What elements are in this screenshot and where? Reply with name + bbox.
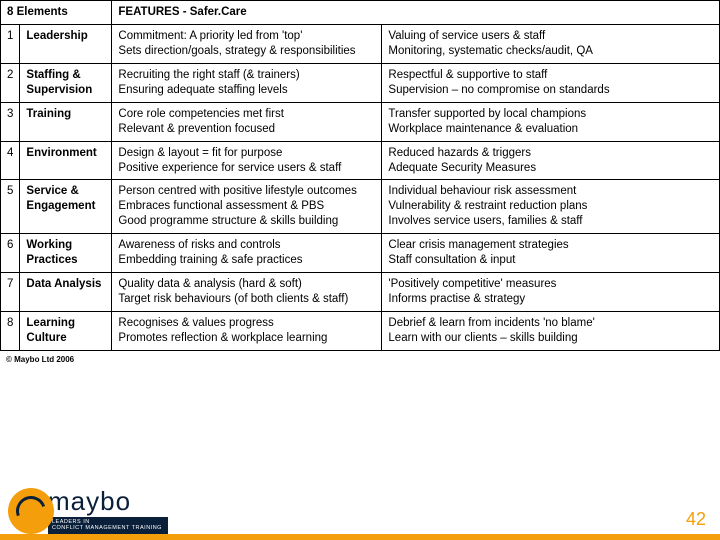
- feature-col-1: Quality data & analysis (hard & soft)Tar…: [112, 273, 382, 312]
- element-name: Training: [20, 102, 112, 141]
- elements-table: 8 Elements FEATURES - Safer.Care 1Leader…: [0, 0, 720, 351]
- feature-col-1: Commitment: A priority led from 'top'Set…: [112, 24, 382, 63]
- feature-col-1: Person centred with positive lifestyle o…: [112, 180, 382, 234]
- copyright-text: © Maybo Ltd 2006: [0, 351, 720, 368]
- feature-col-1: Recognises & values progressPromotes ref…: [112, 312, 382, 351]
- element-name: Learning Culture: [20, 312, 112, 351]
- feature-col-1: Recruiting the right staff (& trainers)E…: [112, 63, 382, 102]
- table-row: 2Staffing & SupervisionRecruiting the ri…: [1, 63, 720, 102]
- element-name: Working Practices: [20, 234, 112, 273]
- logo-text: maybo: [48, 486, 168, 517]
- table-row: 8Learning CultureRecognises & values pro…: [1, 312, 720, 351]
- table-row: 5Service & EngagementPerson centred with…: [1, 180, 720, 234]
- feature-col-1: Awareness of risks and controlsEmbedding…: [112, 234, 382, 273]
- logo-icon: [8, 488, 54, 534]
- table-row: 3TrainingCore role competencies met firs…: [1, 102, 720, 141]
- feature-col-2: Reduced hazards & triggersAdequate Secur…: [382, 141, 720, 180]
- table-row: 1LeadershipCommitment: A priority led fr…: [1, 24, 720, 63]
- row-number: 5: [1, 180, 20, 234]
- element-name: Service & Engagement: [20, 180, 112, 234]
- row-number: 4: [1, 141, 20, 180]
- row-number: 7: [1, 273, 20, 312]
- feature-col-2: 'Positively competitive' measuresInforms…: [382, 273, 720, 312]
- feature-col-1: Core role competencies met firstRelevant…: [112, 102, 382, 141]
- row-number: 3: [1, 102, 20, 141]
- row-number: 1: [1, 24, 20, 63]
- element-name: Environment: [20, 141, 112, 180]
- element-name: Leadership: [20, 24, 112, 63]
- feature-col-2: Debrief & learn from incidents 'no blame…: [382, 312, 720, 351]
- logo-tagline: LEADERS INCONFLICT MANAGEMENT TRAINING: [48, 517, 168, 534]
- feature-col-2: Individual behaviour risk assessmentVuln…: [382, 180, 720, 234]
- page-number: 42: [686, 509, 706, 530]
- table-row: 6Working PracticesAwareness of risks and…: [1, 234, 720, 273]
- feature-col-1: Design & layout = fit for purposePositiv…: [112, 141, 382, 180]
- logo: maybo LEADERS INCONFLICT MANAGEMENT TRAI…: [8, 486, 168, 534]
- feature-col-2: Respectful & supportive to staffSupervis…: [382, 63, 720, 102]
- feature-col-2: Transfer supported by local championsWor…: [382, 102, 720, 141]
- element-name: Data Analysis: [20, 273, 112, 312]
- row-number: 8: [1, 312, 20, 351]
- feature-col-2: Valuing of service users & staffMonitori…: [382, 24, 720, 63]
- accent-bar: [0, 534, 720, 540]
- feature-col-2: Clear crisis management strategiesStaff …: [382, 234, 720, 273]
- table-row: 7Data AnalysisQuality data & analysis (h…: [1, 273, 720, 312]
- row-number: 6: [1, 234, 20, 273]
- header-left: 8 Elements: [1, 1, 112, 25]
- table-row: 4EnvironmentDesign & layout = fit for pu…: [1, 141, 720, 180]
- row-number: 2: [1, 63, 20, 102]
- header-right: FEATURES - Safer.Care: [112, 1, 720, 25]
- element-name: Staffing & Supervision: [20, 63, 112, 102]
- footer: maybo LEADERS INCONFLICT MANAGEMENT TRAI…: [0, 476, 720, 540]
